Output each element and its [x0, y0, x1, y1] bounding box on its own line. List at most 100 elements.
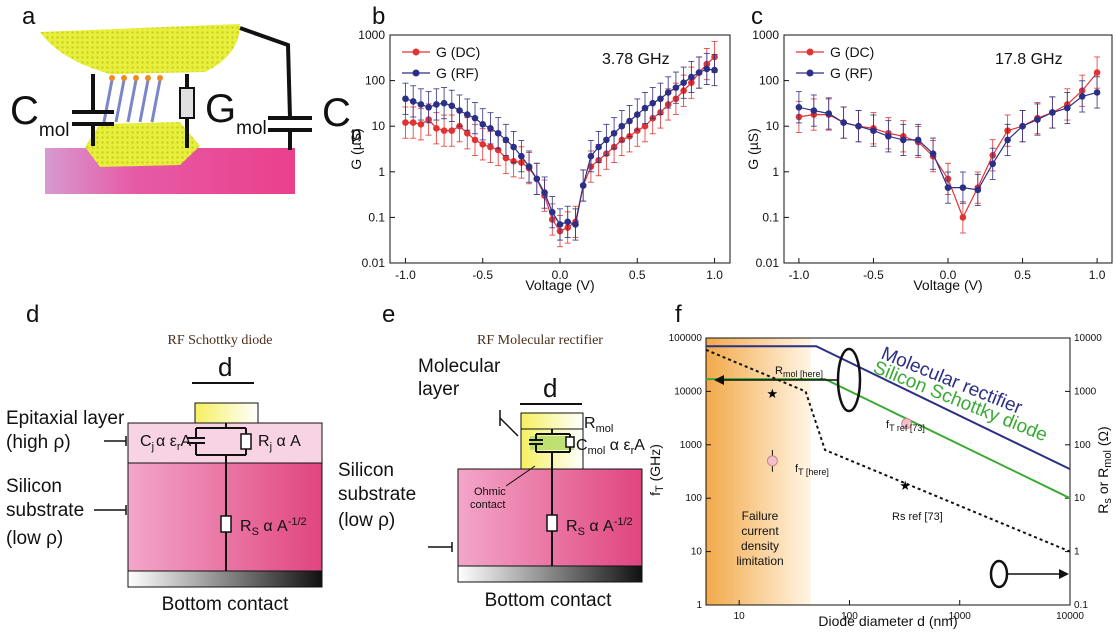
y-tick-label: 1 [772, 165, 779, 179]
data-point [487, 124, 494, 132]
x-tick-label: -1.0 [789, 268, 810, 282]
data-point [440, 99, 448, 107]
ft-here-point [766, 455, 778, 467]
resistor-gmol [179, 87, 195, 119]
y-tick-label: 1000 [680, 440, 703, 451]
bottom-electrode [85, 122, 200, 167]
y2-tick-label: 1 [1074, 547, 1080, 558]
bottom-contact-bar-d [127, 570, 323, 588]
data-point [870, 127, 877, 134]
data-point [1078, 93, 1086, 100]
data-point [1004, 136, 1011, 144]
top-contact-d [194, 402, 259, 424]
y2-tick-label: 10000 [1074, 333, 1102, 344]
y-tick-label: 100000 [669, 333, 703, 344]
label-ft-here: fT [here] [795, 463, 829, 477]
x-tick-label: 0.0 [940, 268, 957, 282]
legend-b: G (DC) G (RF) [402, 44, 480, 81]
rmol-here-star: ★ [767, 386, 779, 401]
panel-label-c: c [751, 3, 763, 30]
data-point [703, 65, 711, 73]
x-tick-label: 10 [734, 611, 746, 622]
series-c [795, 56, 1101, 234]
data-point [533, 175, 541, 183]
data-point [595, 143, 602, 151]
xlabel-b: Voltage (V) [525, 277, 594, 293]
x-tick-label: 1.0 [706, 268, 723, 282]
rmol-label: Rmol [584, 415, 613, 435]
si-label-e-3: (low ρ) [338, 510, 395, 531]
top-contact-e [520, 412, 584, 430]
y2label-f: Rs or Rmol (Ω) [1095, 426, 1114, 513]
data-point [402, 95, 409, 103]
c-p-label: Cp [322, 91, 361, 145]
data-point [641, 122, 649, 130]
data-point [657, 95, 664, 103]
legend-rf-b: G (RF) [436, 65, 479, 81]
axes-b: -1.0 -0.5 0.0 0.5 1.0 0.01 0.1 1 10 100 1000 [358, 28, 723, 282]
data-point [471, 136, 479, 144]
panel-label-e: e [382, 301, 395, 328]
epi-arrow [104, 436, 127, 446]
data-point [649, 99, 657, 107]
data-point [974, 186, 982, 194]
legend-dc-b: G (DC) [436, 44, 480, 60]
data-point [518, 152, 525, 160]
data-point [587, 152, 595, 160]
ohmic-label-2: contact [470, 499, 505, 511]
rj-label: Rj α A [258, 433, 301, 453]
y-tick-label: 1 [696, 600, 702, 611]
y-tick-label: 10 [372, 119, 386, 133]
panel-label-d: d [26, 301, 39, 328]
c-mol-label: Cmol [10, 89, 70, 141]
data-point [502, 136, 510, 144]
ohmic-pointer [505, 465, 536, 487]
d-label-e: d [543, 373, 557, 403]
molecule-heads [109, 75, 163, 81]
data-point [1019, 122, 1026, 130]
circuit-e [529, 429, 571, 566]
x-tick-label: -0.5 [472, 268, 493, 282]
data-point [855, 122, 862, 130]
circuit-wires [91, 26, 292, 150]
plot-frame-f [705, 337, 1071, 606]
molecules [102, 79, 162, 123]
data-point [810, 107, 818, 114]
annotation-b: 3.78 GHz [602, 51, 670, 68]
epi-label-2: (high ρ) [6, 432, 71, 453]
y-tick-label: 0.1 [368, 210, 385, 224]
arrowhead-right [1059, 569, 1069, 579]
resistor-rj [240, 433, 252, 450]
data-point [899, 136, 907, 144]
x-tick-label: 0.5 [629, 268, 646, 282]
legend-rf-c: G (RF) [830, 65, 873, 81]
y2-tick-label: 100 [1074, 440, 1091, 451]
panel-label-f: f [675, 301, 682, 328]
data-point [433, 101, 440, 108]
failure-3: density [741, 539, 779, 553]
data-point [417, 121, 425, 128]
y-tick-label: 10000 [674, 386, 702, 397]
series-b [402, 40, 718, 248]
data-point [572, 221, 579, 228]
data-point [425, 103, 432, 111]
si-label-e-1: Silicon [338, 460, 394, 481]
y-tick-label: 0.1 [762, 210, 779, 224]
data-point [641, 104, 649, 112]
data-point [825, 110, 833, 117]
panel-label-b: b [372, 3, 385, 30]
epi-label-1: Epitaxial layer [6, 408, 125, 429]
d-label-d: d [218, 352, 232, 382]
rs-dotted-line [705, 348, 1071, 553]
y-tick-label: 10 [766, 119, 780, 133]
y-tick-label: 1000 [752, 28, 779, 42]
data-point [626, 117, 633, 125]
data-point [664, 89, 672, 96]
data-point [463, 129, 471, 137]
data-point [564, 218, 572, 226]
data-point [989, 160, 997, 168]
data-point [618, 122, 626, 130]
data-point [1093, 69, 1101, 76]
data-point [456, 107, 463, 114]
data-point [672, 84, 680, 91]
